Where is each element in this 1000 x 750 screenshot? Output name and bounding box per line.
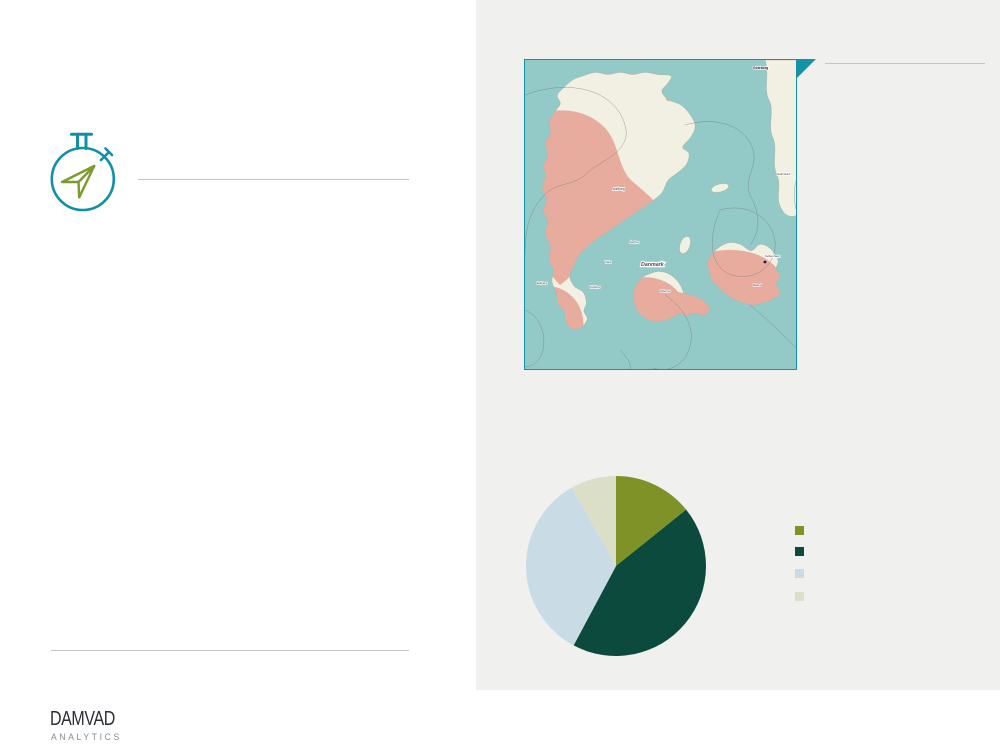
svg-text:Danmark: Danmark (641, 262, 665, 268)
svg-text:Esbjerg: Esbjerg (537, 281, 548, 285)
svg-text:København: København (765, 254, 781, 258)
svg-text:Aalborg: Aalborg (613, 187, 625, 191)
svg-text:Aarhus: Aarhus (630, 240, 640, 244)
svg-text:Vejle: Vejle (605, 260, 612, 264)
svg-text:Halmstad: Halmstad (777, 172, 790, 176)
svg-text:Odense: Odense (660, 289, 671, 293)
svg-text:Malmö: Malmö (753, 283, 762, 287)
svg-text:Göteborg: Göteborg (753, 66, 768, 70)
svg-text:Kolding: Kolding (590, 285, 600, 289)
